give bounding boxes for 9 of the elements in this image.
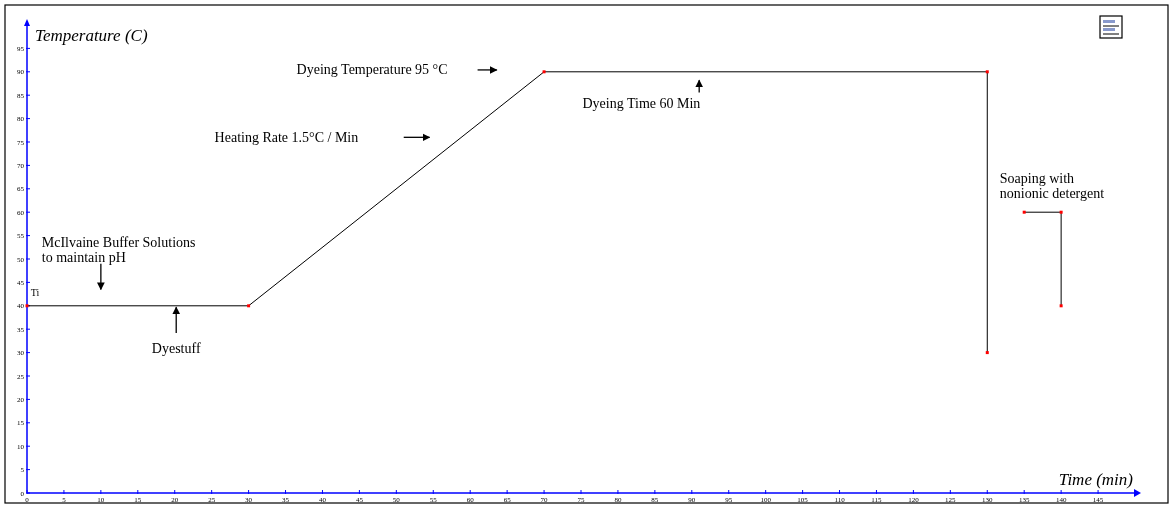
x-axis-title: Time (min): [1058, 470, 1134, 489]
annotation: Dyestuff: [151, 340, 201, 356]
annotation: Soaping with nonionic detergent: [999, 171, 1105, 202]
annotation: Dyeing Time 60 Min: [582, 96, 701, 112]
annotation: Dyeing Temperature 95 °C: [296, 62, 448, 78]
annotation: Heating Rate 1.5°C / Min: [214, 130, 359, 145]
annotation: Ti: [30, 287, 40, 299]
annotation: McIlvaine Buffer Solutions to maintain pH: [41, 235, 196, 266]
y-axis-title: Temperature (C): [35, 26, 148, 45]
